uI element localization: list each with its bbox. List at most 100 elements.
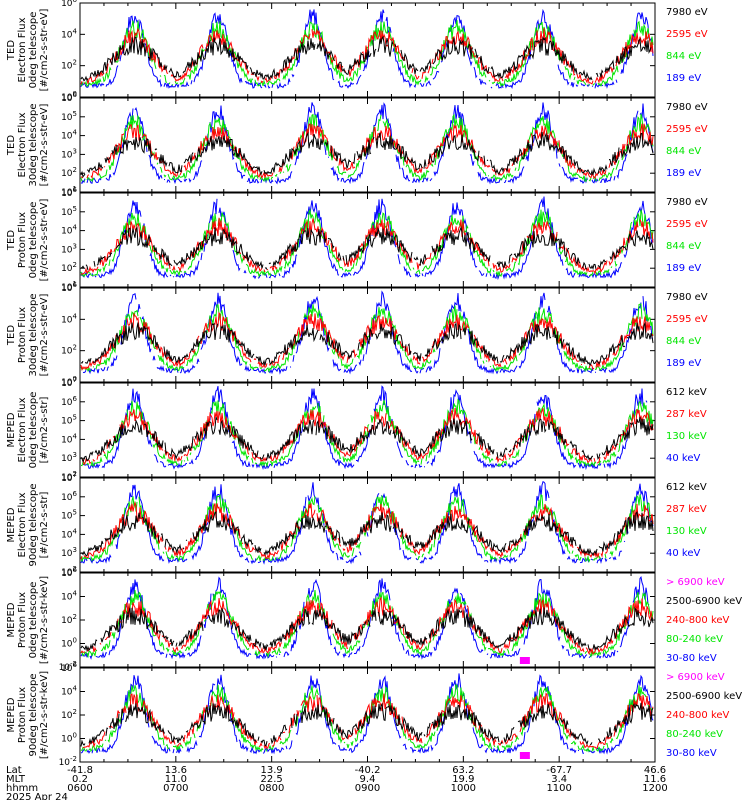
- y-axis-label: MEPED: [6, 507, 17, 542]
- series-line-black: [81, 37, 653, 81]
- y-axis-label: MEPED: [6, 602, 17, 637]
- legend-entry: 2595 eV: [666, 29, 708, 40]
- y-tick-label: 104: [61, 27, 77, 40]
- legend-entry: 130 keV: [666, 431, 707, 442]
- y-tick-label: 102: [61, 470, 77, 483]
- series-line-blue: [82, 290, 654, 375]
- x-tick-label: 11.0: [165, 774, 187, 785]
- legend-entry: 2595 eV: [666, 314, 708, 325]
- y-tick-label: 106: [61, 186, 77, 199]
- y-tick-label: 105: [61, 205, 77, 218]
- y-axis-label: [#/cm2-s-str]: [39, 491, 50, 558]
- legend-entry: 287 keV: [666, 409, 707, 420]
- series-line-green: [80, 208, 654, 278]
- series-line-black: [80, 510, 654, 557]
- legend-entry: 40 keV: [666, 453, 700, 464]
- legend-entry: 844 eV: [666, 51, 701, 62]
- x-tick-label: 3.4: [551, 774, 567, 785]
- y-axis-label: 30deg telescope: [28, 293, 39, 376]
- series-line-black: [80, 131, 654, 178]
- series-line-blue: [80, 196, 654, 281]
- x-tick-label: 0800: [259, 783, 284, 794]
- y-tick-label: 106: [61, 281, 77, 294]
- y-axis-label: TED: [6, 135, 17, 156]
- x-tick-label: 1000: [451, 783, 476, 794]
- y-axis-label: [#/cm2-s-str-keV]: [39, 671, 50, 759]
- y-tick-label: 102: [61, 344, 77, 357]
- y-axis-label: [#/cm2-s-str-eV]: [39, 294, 50, 377]
- y-tick-label: 10-2: [59, 755, 77, 768]
- legend-entry: 130 keV: [666, 526, 707, 537]
- legend-entry: 80-240 keV: [666, 634, 723, 645]
- y-tick-label: 104: [61, 312, 77, 325]
- y-tick-label: 106: [61, 0, 77, 9]
- y-tick-label: 106: [61, 395, 77, 408]
- x-tick-label: -41.8: [67, 765, 93, 776]
- legend-entry: > 6900 keV: [666, 577, 725, 588]
- y-axis-label: Electron Flux: [17, 112, 28, 177]
- y-tick-label: 106: [61, 490, 77, 503]
- legend-entry: 7980 eV: [666, 292, 708, 303]
- y-tick-label: 10-2: [59, 660, 77, 673]
- x-tick-label: 22.5: [261, 774, 283, 785]
- y-axis-label: [#/cm2-s-str-keV]: [39, 576, 50, 664]
- y-axis-label: [#/cm2-s-str-eV]: [39, 104, 50, 187]
- y-tick-label: 104: [61, 590, 77, 603]
- panel-frame-8: [79, 667, 656, 763]
- legend-entry: 2500-6900 keV: [666, 691, 742, 702]
- series-line-red: [80, 311, 654, 372]
- series-marker-magenta: [519, 752, 530, 759]
- x-tick-label: 0700: [163, 783, 188, 794]
- x-tick-label: 11.6: [644, 774, 666, 785]
- y-axis-label: TED: [6, 230, 17, 251]
- series-line-black: [80, 607, 654, 653]
- y-tick-label: 103: [61, 242, 77, 255]
- y-axis-label: 30deg telescope: [28, 103, 39, 186]
- y-tick-label: 100: [61, 732, 77, 745]
- legend-entry: 7980 eV: [666, 197, 708, 208]
- series-line-blue: [80, 576, 653, 660]
- y-tick-label: 104: [61, 685, 77, 698]
- legend-entry: 240-800 keV: [666, 615, 730, 626]
- y-tick-label: 104: [61, 527, 77, 540]
- series-line-black: [80, 702, 654, 747]
- series-line-blue: [80, 673, 654, 755]
- y-axis-label: 90deg telescope: [28, 673, 39, 756]
- series-line-black: [80, 321, 654, 367]
- y-tick-label: 102: [61, 261, 77, 274]
- y-axis-label: 0deg telescope: [28, 202, 39, 279]
- x-tick-label: 13.9: [261, 765, 283, 776]
- x-axis-row-label: Lat: [6, 765, 22, 776]
- date-label: 2025 Apr 24: [6, 792, 68, 800]
- y-tick-label: 102: [61, 166, 77, 179]
- legend-entry: 30-80 keV: [666, 748, 717, 759]
- x-tick-label: 0.2: [72, 774, 88, 785]
- legend-entry: 189 eV: [666, 168, 701, 179]
- y-tick-label: 107: [61, 376, 77, 389]
- legend-entry: 80-240 keV: [666, 729, 723, 740]
- legend-entry: 612 keV: [666, 482, 707, 493]
- legend-entry: 189 eV: [666, 263, 701, 274]
- y-tick-label: 105: [61, 414, 77, 427]
- y-axis-label: 0deg telescope: [28, 392, 39, 469]
- y-axis-label: Proton Flux: [17, 307, 28, 363]
- legend-entry: 189 eV: [666, 73, 701, 84]
- y-tick-label: 100: [61, 637, 77, 650]
- legend-entry: 189 eV: [666, 358, 701, 369]
- y-axis-label: Proton Flux: [17, 592, 28, 648]
- y-axis-label: [#/cm2-s-str]: [39, 396, 50, 463]
- x-tick-label: 63.2: [452, 765, 474, 776]
- x-tick-label: 1100: [546, 783, 571, 794]
- y-axis-label: Electron Flux: [17, 397, 28, 462]
- legend-entry: 40 keV: [666, 548, 700, 559]
- y-axis-label: TED: [6, 40, 17, 61]
- x-tick-label: 9.4: [360, 774, 376, 785]
- series-line-blue: [80, 480, 654, 565]
- legend-entry: 844 eV: [666, 336, 701, 347]
- legend-entry: 287 keV: [666, 504, 707, 515]
- y-axis-label: 0deg telescope: [28, 12, 39, 89]
- y-tick-label: 106: [61, 91, 77, 104]
- y-axis-label: [#/cm2-s-str-eV]: [39, 199, 50, 282]
- y-axis-label: Electron Flux: [17, 492, 28, 557]
- y-axis-label: MEPED: [6, 697, 17, 732]
